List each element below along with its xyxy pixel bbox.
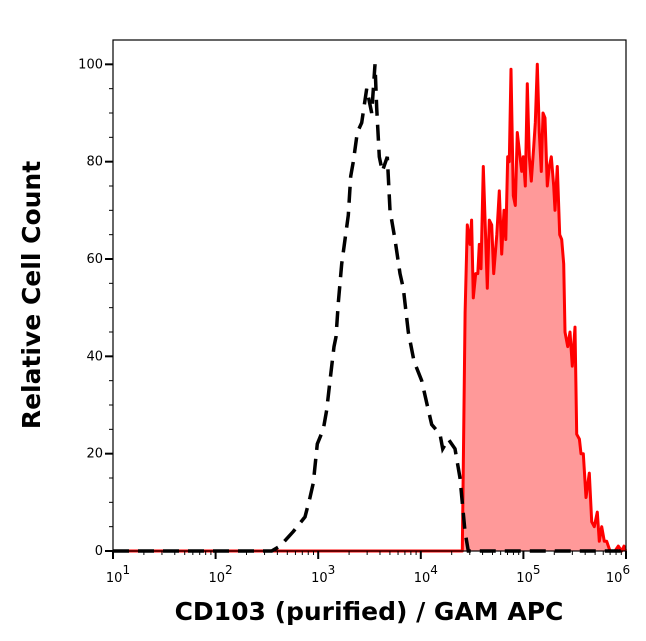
y-tick-label: 60: [86, 252, 103, 267]
x-tick-label: 106: [606, 563, 630, 586]
axes-layer: 0 20 40 60 80 100 101 102 103 104 105 106: [78, 57, 630, 586]
series-area-fill: [113, 64, 626, 552]
y-tick-label: 80: [86, 155, 103, 170]
plot-frame: [112, 39, 627, 552]
y-tick-label: 20: [86, 447, 103, 462]
series-line-dashed: [113, 64, 626, 553]
series-layer: [113, 62, 628, 553]
x-tick-label: 105: [516, 563, 540, 586]
x-axis-title: CD103 (purified) / GAM APC: [175, 597, 564, 626]
y-tick-label: 0: [95, 544, 103, 559]
x-tick-label: 101: [106, 563, 130, 586]
y-tick-label: 40: [86, 349, 103, 364]
series-line-red: [113, 62, 628, 553]
y-axis-title: Relative Cell Count: [17, 161, 46, 429]
y-tick-label: 100: [78, 57, 103, 72]
x-tick-label: 104: [414, 563, 438, 586]
x-tick-label: 102: [209, 563, 233, 586]
x-tick-label: 103: [311, 563, 335, 586]
